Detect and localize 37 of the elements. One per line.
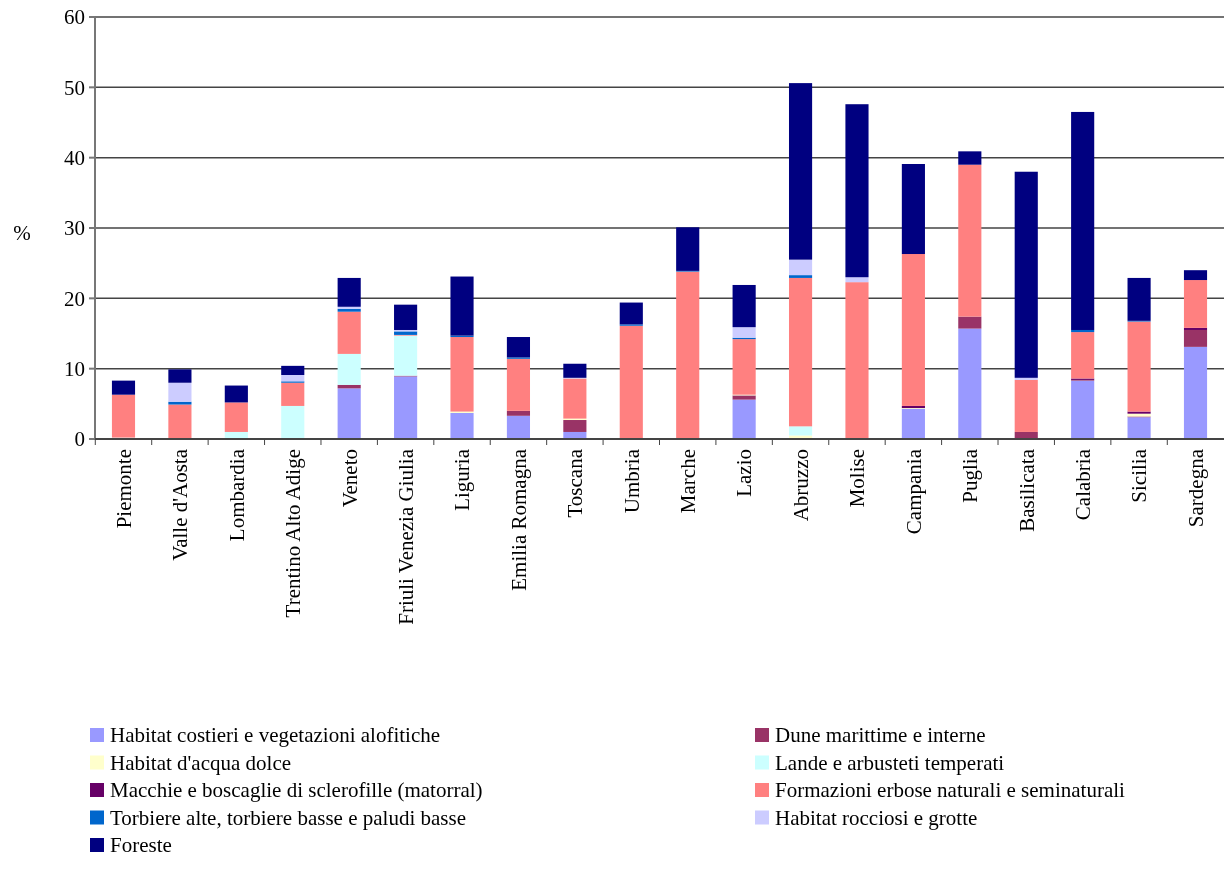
legend-label: Foreste xyxy=(110,833,172,858)
y-tick-label: 10 xyxy=(64,357,85,382)
y-axis-title: % xyxy=(13,221,31,245)
legend-label: Torbiere alte, torbiere basse e paludi basse xyxy=(110,805,466,830)
legend-label: Habitat costieri e vegetazioni alofitiche xyxy=(110,723,441,748)
legend-label: Habitat rocciosi e grotte xyxy=(775,805,978,830)
y-tick-label: 40 xyxy=(64,146,85,171)
x-tick-label: Sardegna xyxy=(1183,448,1208,528)
x-tick-label: Molise xyxy=(845,449,870,508)
legend-label: Habitat d'acqua dolce xyxy=(110,750,292,775)
x-tick-label: Lombardia xyxy=(224,448,249,542)
x-tick-label: Sicilia xyxy=(1127,448,1152,503)
y-tick-label: 50 xyxy=(64,75,85,100)
y-tick-label: 30 xyxy=(64,216,85,241)
x-tick-label: Toscana xyxy=(563,448,588,518)
x-tick-label: Piemonte xyxy=(111,449,136,529)
y-tick-label: 0 xyxy=(74,427,85,452)
y-tick-label: 20 xyxy=(64,286,85,311)
x-tick-label: Trentino Alto Adige xyxy=(281,449,306,618)
x-tick-label: Valle d'Aosta xyxy=(168,448,193,561)
x-tick-label: Umbria xyxy=(619,448,644,514)
x-tick-label: Marche xyxy=(676,449,701,514)
x-tick-label: Veneto xyxy=(337,449,362,508)
y-tick-label: 60 xyxy=(64,5,85,30)
x-tick-label: Calabria xyxy=(1071,448,1096,521)
x-tick-label: Puglia xyxy=(958,448,983,503)
x-tick-label: Basilicata xyxy=(1014,448,1039,532)
x-tick-label: Lazio xyxy=(732,449,757,497)
x-tick-label: Campania xyxy=(901,448,926,535)
legend-label: Lande e arbusteti temperati xyxy=(775,750,1005,775)
legend-label: Macchie e boscaglie di sclerofille (matorral) xyxy=(110,778,483,803)
x-tick-label: Emilia Romagna xyxy=(506,448,531,591)
legend-label: Formazioni erbose naturali e seminaturali xyxy=(775,778,1126,803)
legend-label: Dune marittime e interne xyxy=(775,723,986,748)
x-tick-label: Liguria xyxy=(450,448,475,511)
x-tick-label: Abruzzo xyxy=(788,449,813,522)
x-tick-label: Friuli Venezia Giulia xyxy=(393,448,418,625)
